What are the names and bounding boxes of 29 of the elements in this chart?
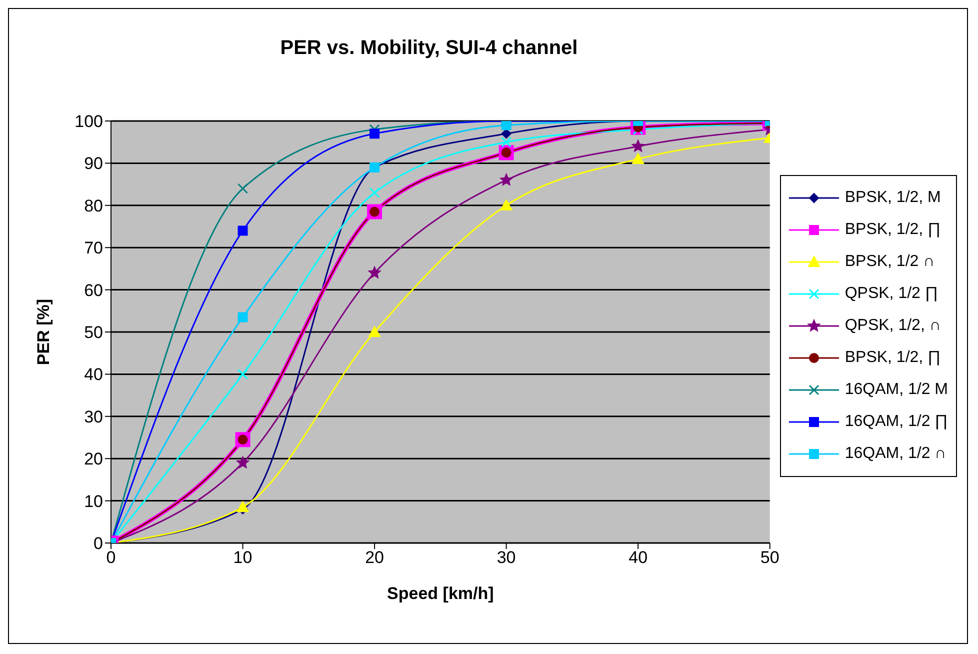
y-tick-label: 0 [94,534,103,554]
y-tick-label: 50 [84,323,103,342]
y-tick-label: 30 [84,407,103,426]
x-tick-label: 10 [233,548,252,568]
legend-label: 16QAM, 1/2 M [844,381,948,399]
y-tick-label: 90 [84,154,103,174]
y-tick-label: 40 [84,365,103,384]
x-tick-label: 50 [760,548,780,568]
chart-title: PER vs. Mobility, SUI-4 channel [279,37,579,60]
x-tick-label: 20 [365,548,384,568]
legend-label: BPSK, 1/2, ∏ [844,349,941,367]
y-tick-label: 10 [84,492,103,511]
legend-label: 16QAM, 1/2 ∏ [844,413,948,431]
legend-label: 16QAM, 1/2 ∩ [844,445,946,463]
legend-label: BPSK, 1/2, ∏ [844,221,941,239]
y-tick-label: 20 [84,450,103,469]
y-tick-label: 100 [74,112,103,132]
x-tick-label: 40 [628,548,648,568]
x-tick-label: 30 [496,548,516,568]
legend-label: QPSK, 1/2, ∩ [844,317,941,335]
legend-label: BPSK, 1/2 ∩ [844,253,935,271]
y-tick-label: 70 [84,238,103,258]
y-tick-label: 60 [84,280,103,300]
y-axis-title: PER [%] [34,298,54,366]
x-axis-title: Speed [km/h] [387,584,494,603]
y-tick-label: 80 [84,196,103,216]
x-tick-label: 0 [106,548,116,568]
legend-label: BPSK, 1/2, M [844,189,941,207]
legend-label: QPSK, 1/2 ∏ [844,285,938,303]
